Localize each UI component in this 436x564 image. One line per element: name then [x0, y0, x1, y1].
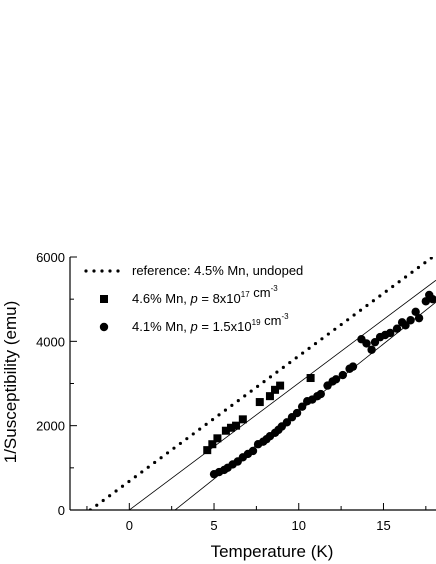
legend-superscript: 19 [252, 318, 261, 327]
square-point [306, 374, 315, 383]
y-axis-title: 1/Susceptibility (emu) [1, 301, 20, 464]
circle-point [338, 370, 348, 380]
legend-square-marker [100, 295, 108, 303]
circle-point [297, 402, 307, 411]
legend-label: 4.1% Mn, p = 1.5x1019 cm-3 [132, 312, 289, 334]
square-point [232, 421, 241, 430]
legend-text-part: p [190, 319, 198, 334]
square-point [255, 398, 264, 407]
legend-superscript: 17 [241, 290, 250, 299]
x-tick-label: 0 [126, 518, 133, 533]
legend-text-part: 4.6% Mn, [132, 291, 191, 306]
circle-point [331, 375, 341, 384]
x-tick-label: 10 [292, 518, 306, 533]
legend-text-part: cm [261, 313, 282, 328]
square-point [203, 446, 212, 455]
legend-text-part: cm [250, 285, 271, 300]
legend-circle-marker [99, 322, 109, 332]
legend-text-part: p [190, 291, 198, 306]
square-point [276, 381, 285, 390]
circle-point [414, 313, 424, 323]
y-tick-label: 2000 [36, 419, 65, 434]
legend-text-part: = 8x10 [198, 291, 241, 306]
x-tick-label: 15 [376, 518, 390, 533]
legend-superscript: -3 [281, 312, 289, 321]
circle-point [367, 345, 376, 354]
circle-point [386, 328, 395, 338]
reference-line [88, 257, 435, 510]
circle-point [401, 321, 410, 330]
legend-superscript: -3 [271, 284, 279, 293]
data-points [203, 290, 436, 479]
circle-point [362, 339, 371, 348]
y-tick-label: 4000 [36, 334, 65, 349]
legend-text-part: 4.1% Mn, [132, 319, 191, 334]
x-tick-label: 5 [210, 518, 217, 533]
legend-text-part: reference: 4.5% Mn, undoped [132, 263, 303, 278]
legend-text-part: = 1.5x10 [198, 319, 252, 334]
circle-point [282, 418, 292, 427]
x-axis-title: Temperature (K) [211, 542, 334, 561]
circle-point [411, 307, 420, 317]
circle-point [406, 316, 415, 325]
y-tick-label: 6000 [36, 250, 65, 265]
square-point [208, 440, 217, 449]
square-point [226, 423, 235, 432]
circle-point [370, 337, 380, 347]
circle-point [392, 324, 402, 333]
legend-label: reference: 4.5% Mn, undoped [132, 263, 303, 278]
circle-point [292, 408, 302, 418]
y-tick-label: 0 [58, 503, 65, 518]
circle-point [421, 297, 431, 306]
circle-point [248, 446, 258, 456]
legend: reference: 4.5% Mn, undoped 4.6% Mn, p = … [84, 263, 303, 334]
square-point [238, 415, 247, 424]
circle-point [316, 389, 325, 399]
legend-label: 4.6% Mn, p = 8x1017 cm-3 [132, 284, 278, 306]
axes: 0 5 10 15 0 2000 4000 6000 [36, 250, 436, 533]
fit-line-1 [129, 279, 436, 510]
square-point [271, 385, 280, 394]
square-point [265, 392, 274, 401]
square-point [221, 426, 230, 435]
square-point [213, 434, 222, 443]
circle-point [428, 294, 436, 304]
circle-point [348, 362, 358, 371]
